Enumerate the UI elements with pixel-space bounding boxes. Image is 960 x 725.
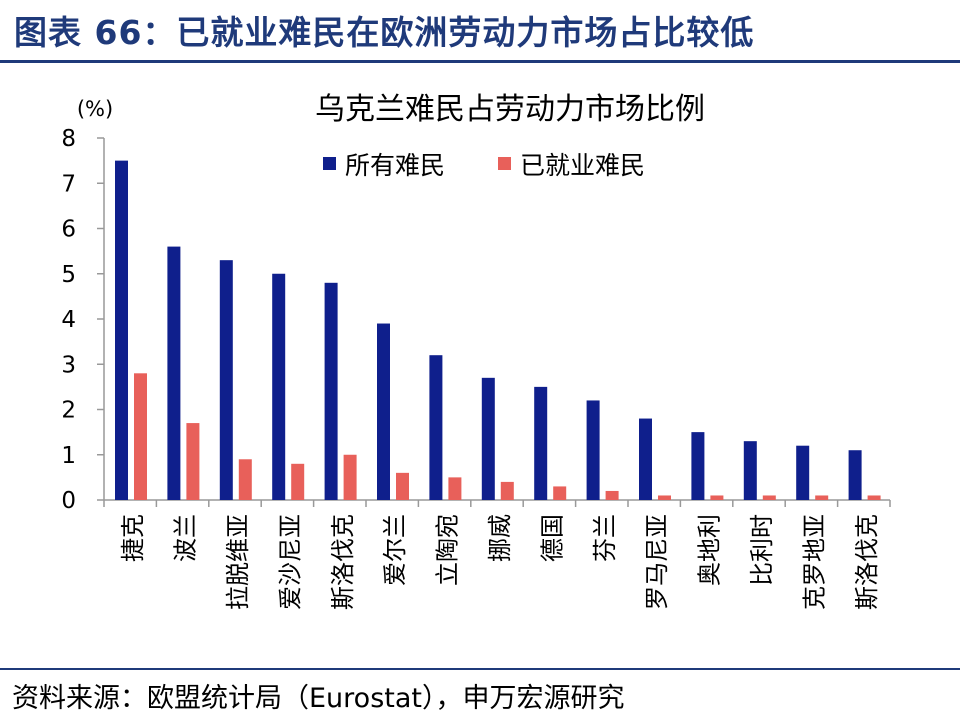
bar-all-refugees bbox=[796, 445, 810, 500]
bar-all-refugees bbox=[115, 160, 128, 500]
x-tick-label: 波兰 bbox=[172, 514, 200, 562]
y-tick-label: 2 bbox=[61, 398, 76, 424]
legend-label: 所有难民 bbox=[345, 151, 445, 180]
bar-employed-refugees bbox=[500, 481, 514, 500]
bar-employed-refugees bbox=[815, 495, 829, 500]
bar-employed-refugees bbox=[605, 490, 619, 500]
x-tick-label: 比利时 bbox=[748, 514, 776, 586]
bar-chart: 乌克兰难民占劳动力市场比例 (%) 所有难民 已就业难民 0 1 2 3 4 5 6 7 8 捷克… bbox=[61, 92, 891, 610]
chart-title: 乌克兰难民占劳动力市场比例 bbox=[315, 92, 705, 127]
legend-swatch-employed-refugees bbox=[498, 157, 511, 170]
y-tick-label: 5 bbox=[61, 262, 76, 288]
x-tick-label: 斯洛伐克 bbox=[329, 514, 357, 610]
bar-all-refugees bbox=[534, 386, 548, 500]
y-tick-label: 3 bbox=[61, 352, 76, 378]
bar-employed-refugees bbox=[186, 423, 200, 500]
bar-all-refugees bbox=[429, 355, 443, 500]
bar-all-refugees bbox=[691, 432, 705, 500]
x-tick-label: 芬兰 bbox=[591, 514, 619, 562]
bar-all-refugees bbox=[743, 441, 757, 500]
y-tick-label: 7 bbox=[61, 171, 76, 197]
bar-employed-refugees bbox=[762, 495, 776, 500]
y-tick-label: 1 bbox=[61, 443, 76, 469]
x-tick-label: 拉脱维亚 bbox=[224, 514, 252, 610]
bar-employed-refugees bbox=[710, 495, 724, 500]
y-tick-label: 4 bbox=[61, 307, 76, 333]
legend-swatch-all-refugees bbox=[323, 157, 336, 170]
bar-all-refugees bbox=[586, 400, 600, 500]
source-note: 资料来源：欧盟统计局（Eurostat），申万宏源研究 bbox=[12, 683, 625, 714]
bar-all-refugees bbox=[324, 282, 338, 500]
x-tick-label: 挪威 bbox=[486, 514, 514, 562]
bar-all-refugees bbox=[167, 246, 181, 500]
bars bbox=[115, 160, 881, 500]
bar-employed-refugees bbox=[658, 495, 671, 500]
y-tick-label: 0 bbox=[61, 488, 76, 514]
x-tick-label: 爱尔兰 bbox=[381, 514, 409, 586]
bar-all-refugees bbox=[377, 323, 390, 500]
bar-employed-refugees bbox=[134, 373, 147, 500]
x-tick-label: 罗马尼亚 bbox=[643, 514, 671, 610]
bar-employed-refugees bbox=[343, 454, 357, 500]
x-tick-label: 斯洛伐克 bbox=[853, 514, 881, 610]
y-axis-unit: (%) bbox=[77, 97, 113, 121]
x-tick-label: 克罗地亚 bbox=[800, 514, 828, 610]
x-axis: 捷克 波兰 拉脱维亚 爱沙尼亚 斯洛伐克 爱尔兰 立陶宛 挪威 德国 芬兰 罗马尼亚 奥地利 比利时 克罗… bbox=[103, 499, 891, 610]
x-tick-label: 爱沙尼亚 bbox=[276, 514, 304, 610]
title-divider bbox=[0, 60, 960, 63]
y-axis: 0 1 2 3 4 5 6 7 8 bbox=[61, 126, 105, 514]
legend-label: 已就业难民 bbox=[520, 151, 645, 180]
bar-employed-refugees bbox=[448, 477, 462, 500]
bar-employed-refugees bbox=[291, 463, 305, 500]
footer-divider bbox=[0, 668, 960, 670]
bar-all-refugees bbox=[848, 450, 862, 500]
y-tick-label: 6 bbox=[61, 217, 76, 243]
bar-all-refugees bbox=[219, 260, 233, 500]
bar-employed-refugees bbox=[238, 459, 252, 500]
bar-employed-refugees bbox=[396, 472, 409, 500]
bar-employed-refugees bbox=[553, 486, 567, 500]
legend: 所有难民 已就业难民 bbox=[323, 151, 645, 180]
bar-all-refugees bbox=[272, 273, 286, 500]
x-tick-label: 捷克 bbox=[119, 514, 147, 562]
x-tick-label: 奥地利 bbox=[696, 514, 724, 586]
y-tick-label: 8 bbox=[61, 126, 76, 152]
figure-title: 图表 66：已就业难民在欧洲劳动力市场占比较低 bbox=[14, 13, 755, 52]
bar-all-refugees bbox=[481, 377, 495, 500]
bar-employed-refugees bbox=[867, 495, 881, 500]
x-tick-label: 德国 bbox=[538, 514, 566, 562]
x-tick-label: 立陶宛 bbox=[434, 514, 462, 586]
bar-all-refugees bbox=[639, 418, 652, 500]
